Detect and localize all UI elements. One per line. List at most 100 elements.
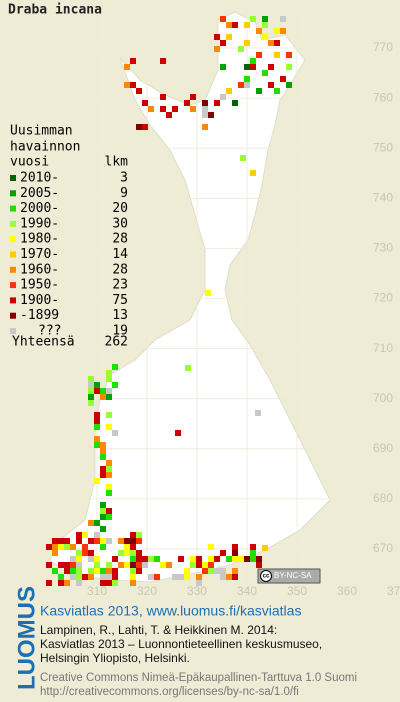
occurrence-square	[172, 574, 178, 580]
occurrence-square	[178, 574, 184, 580]
occurrence-square	[106, 490, 112, 496]
legend-label: -1899	[20, 308, 59, 323]
occurrence-square	[130, 550, 136, 556]
occurrence-square	[100, 508, 106, 514]
occurrence-square	[94, 442, 100, 448]
occurrence-square	[64, 562, 70, 568]
occurrence-square	[232, 574, 238, 580]
title: Draba incana	[8, 3, 102, 18]
legend-label: 2010-	[20, 171, 59, 186]
occurrence-square	[256, 88, 262, 94]
legend-label: 1950-	[20, 278, 59, 293]
legend-swatch	[10, 297, 16, 304]
legend-label: 1980-	[20, 232, 59, 247]
occurrence-square	[88, 394, 94, 400]
legend-count: 9	[120, 186, 128, 201]
occurrence-square	[52, 544, 58, 550]
occurrence-square	[70, 544, 76, 550]
occurrence-square	[106, 370, 112, 376]
license-badge: cc BY-NC-SA	[257, 568, 321, 584]
occurrence-square	[262, 22, 268, 28]
occurrence-square	[106, 538, 112, 544]
occurrence-square	[130, 574, 136, 580]
occurrence-square	[130, 562, 136, 568]
occurrence-square	[46, 562, 52, 568]
occurrence-square	[70, 568, 76, 574]
northing-label: 670	[373, 541, 393, 555]
occurrence-square	[106, 562, 112, 568]
occurrence-square	[220, 94, 226, 100]
occurrence-square	[232, 22, 238, 28]
legend-count: 28	[112, 232, 128, 247]
total-value: 262	[105, 335, 128, 350]
occurrence-square	[76, 550, 82, 556]
occurrence-square	[185, 365, 191, 371]
legend-count: 20	[112, 201, 128, 216]
occurrence-square	[106, 484, 112, 490]
occurrence-square	[226, 556, 232, 562]
occurrence-square	[244, 64, 250, 70]
easting-label: 330	[187, 584, 207, 598]
occurrence-square	[124, 550, 130, 556]
legend-swatch	[10, 190, 16, 197]
occurrence-square	[106, 376, 112, 382]
occurrence-square	[88, 568, 94, 574]
occurrence-square	[52, 538, 58, 544]
occurrence-square	[100, 568, 106, 574]
occurrence-square	[175, 430, 181, 436]
occurrence-square	[262, 34, 268, 40]
occurrence-square	[160, 562, 166, 568]
occurrence-square	[112, 574, 118, 580]
occurrence-square	[100, 514, 106, 520]
occurrence-square	[136, 568, 142, 574]
occurrence-square	[274, 28, 280, 34]
occurrence-square	[124, 562, 130, 568]
legend-label: 2005-	[20, 186, 59, 201]
occurrence-square	[202, 112, 208, 118]
legend-count: 28	[112, 262, 128, 277]
occurrence-square	[208, 556, 214, 562]
legend: 2010- 3 2005- 9 2000- 20 1990- 30 1980- 28 1970- 14…	[10, 171, 128, 339]
occurrence-square	[262, 16, 268, 22]
legend-swatch	[10, 266, 16, 273]
occurrence-square	[70, 562, 76, 568]
occurrence-square	[88, 556, 94, 562]
occurrence-square	[160, 94, 166, 100]
occurrence-square	[256, 52, 262, 58]
occurrence-square	[280, 76, 286, 82]
occurrence-square	[262, 545, 268, 551]
easting-label: 340	[237, 584, 257, 598]
brand: LUOMUS	[13, 586, 40, 690]
occurrence-square	[286, 64, 292, 70]
legend-swatch	[10, 220, 16, 227]
occurrence-square	[148, 106, 154, 112]
occurrence-square	[250, 64, 256, 70]
occurrence-square	[244, 82, 250, 88]
occurrence-square	[160, 106, 166, 112]
occurrence-square	[106, 424, 112, 430]
citation-line: Helsingin Yliopisto, Helsinki.	[40, 651, 190, 665]
occurrence-square	[94, 478, 100, 484]
occurrence-square	[76, 574, 82, 580]
occurrence-square	[280, 28, 286, 34]
legend-swatch	[10, 175, 16, 181]
occurrence-square	[82, 574, 88, 580]
occurrence-square	[94, 532, 100, 538]
occurrence-square	[226, 574, 232, 580]
occurrence-square	[202, 100, 208, 106]
occurrence-square	[268, 40, 274, 46]
occurrence-square	[148, 574, 154, 580]
occurrence-square	[232, 100, 238, 106]
legend-label: 1900-	[20, 293, 59, 308]
occurrence-square	[280, 16, 286, 22]
occurrence-square	[112, 382, 118, 388]
occurrence-square	[286, 82, 292, 88]
occurrence-square	[46, 544, 52, 550]
occurrence-square	[226, 34, 232, 40]
badge-symbol: cc	[263, 574, 270, 580]
occurrence-square	[52, 568, 58, 574]
citation-line: Lampinen, R., Lahti, T. & Heikkinen M. 2…	[40, 623, 277, 637]
occurrence-square	[124, 64, 130, 70]
badge-text: BY-NC-SA	[274, 571, 312, 580]
occurrence-square	[94, 388, 100, 394]
